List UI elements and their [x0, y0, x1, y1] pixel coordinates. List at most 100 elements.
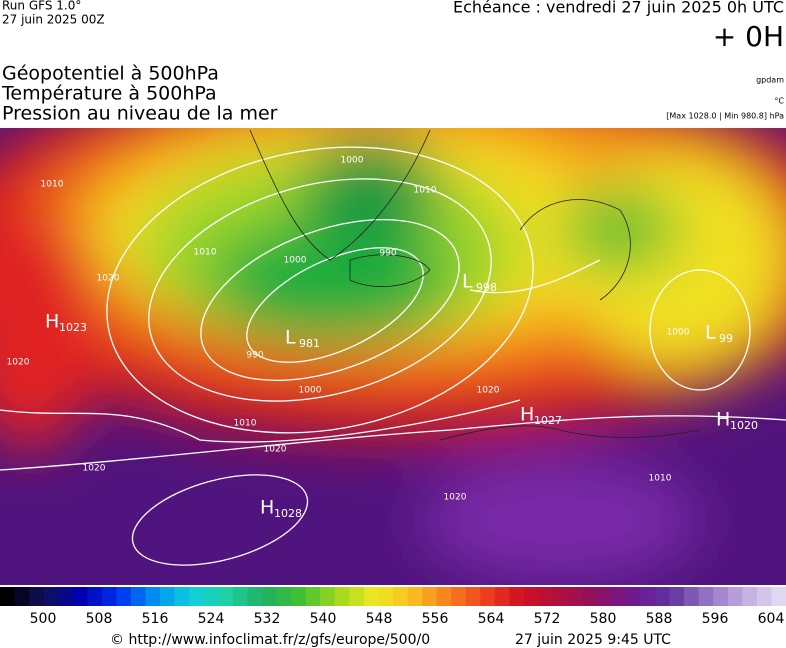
color-swatch — [553, 587, 569, 606]
color-bar-label: 548 — [366, 611, 393, 627]
color-swatch — [625, 587, 641, 606]
color-swatch — [451, 587, 467, 606]
color-bar-label: 604 — [758, 611, 785, 627]
color-swatch — [101, 587, 117, 606]
color-swatch — [247, 587, 263, 606]
isobar-label: 1010 — [649, 474, 672, 484]
color-bar: 500 508 516 524 532 540 548 556 564 572 580 588 596 6… — [0, 587, 786, 627]
source-link[interactable]: © http://www.infoclimat.fr/z/gfs/europe/… — [110, 632, 430, 648]
color-swatch — [131, 587, 147, 606]
pressure-center-value: 1020 — [730, 419, 758, 432]
color-bar-label: 500 — [30, 611, 57, 627]
color-swatch — [422, 587, 438, 606]
isobar-label: 1020 — [477, 386, 500, 396]
pressure-center-value: 981 — [299, 337, 320, 350]
field-title: Température à 500hPa — [1, 83, 217, 105]
color-swatch — [72, 587, 88, 606]
isobar-label: 1020 — [264, 445, 287, 455]
color-swatch — [524, 587, 540, 606]
color-bar-label: 508 — [86, 611, 113, 627]
color-swatch — [189, 587, 205, 606]
color-swatch — [713, 587, 729, 606]
color-swatch — [611, 587, 627, 606]
color-swatch — [174, 587, 190, 606]
forecast-time: Echéance : vendredi 27 juin 2025 0h UTC — [453, 0, 784, 17]
color-swatch — [305, 587, 321, 606]
generated-time: 27 juin 2025 9:45 UTC — [515, 632, 671, 648]
color-swatch — [0, 587, 16, 606]
pressure-center-value: 1028 — [274, 507, 302, 520]
color-swatch — [436, 587, 452, 606]
color-swatch — [538, 587, 554, 606]
color-swatch — [742, 587, 758, 606]
color-swatch — [320, 587, 336, 606]
isobar-label: 1010 — [234, 419, 257, 429]
color-swatch — [160, 587, 176, 606]
pressure-center-value: 998 — [476, 281, 497, 294]
run-date: 27 juin 2025 00Z — [2, 13, 105, 27]
color-bar-label: 588 — [646, 611, 673, 627]
pressure-center-letter: L — [462, 271, 473, 293]
color-bar-label: 532 — [254, 611, 281, 627]
color-swatch — [14, 587, 30, 606]
color-swatch — [262, 587, 278, 606]
color-swatch — [218, 587, 234, 606]
unit-label: gpdam — [756, 76, 784, 85]
color-bar-label: 556 — [422, 611, 449, 627]
color-bar-label: 572 — [534, 611, 561, 627]
color-swatch — [378, 587, 394, 606]
color-swatch — [582, 587, 598, 606]
field-title: Pression au niveau de la mer — [2, 103, 278, 125]
forecast-offset: + 0H — [713, 20, 784, 53]
color-swatch — [291, 587, 307, 606]
isobar-label: 990 — [379, 249, 396, 259]
pressure-center-letter: H — [716, 409, 730, 431]
color-swatch — [655, 587, 671, 606]
color-swatch — [363, 587, 379, 606]
unit-label: [Max 1028.0 | Min 980.8] hPa — [666, 112, 784, 121]
pressure-center-letter: H — [260, 497, 274, 519]
isobar-label: 1000 — [299, 386, 322, 396]
pressure-center-letter: H — [520, 404, 534, 426]
color-swatch — [480, 587, 496, 606]
isobar-label: 1000 — [284, 256, 307, 266]
color-swatch — [334, 587, 350, 606]
color-swatch — [756, 587, 772, 606]
pressure-center-letter: L — [705, 322, 716, 344]
isobar-label: 1020 — [83, 464, 106, 474]
color-swatch — [567, 587, 583, 606]
field-title: Géopotentiel à 500hPa — [2, 63, 219, 85]
isobar-label: 1020 — [97, 274, 120, 284]
map-field — [0, 128, 786, 585]
color-bar-label: 540 — [310, 611, 337, 627]
isobar-label: 1000 — [341, 156, 364, 166]
run-label: Run GFS 1.0° — [2, 0, 81, 13]
color-swatch — [465, 587, 481, 606]
color-swatch — [29, 587, 45, 606]
color-swatch — [349, 587, 365, 606]
coastlines — [249, 129, 701, 441]
color-swatch — [232, 587, 248, 606]
pressure-center-letter: H — [45, 311, 59, 333]
isobar-label: 1000 — [667, 328, 690, 338]
isobar-label: 990 — [246, 351, 263, 361]
pressure-center-value: 99 — [719, 332, 733, 345]
isobar-label: 1010 — [194, 248, 217, 258]
color-swatch — [771, 587, 786, 606]
color-swatch — [640, 587, 656, 606]
color-bar-label: 524 — [198, 611, 225, 627]
color-swatch — [43, 587, 59, 606]
pressure-center-value: 1023 — [59, 321, 87, 334]
color-swatch — [393, 587, 409, 606]
color-bar-label: 596 — [702, 611, 729, 627]
color-swatch — [145, 587, 161, 606]
isobar-label: 1020 — [7, 358, 30, 368]
color-swatch — [407, 587, 423, 606]
isobars — [0, 146, 786, 566]
color-swatch — [276, 587, 292, 606]
color-swatch — [58, 587, 74, 606]
isobar-label: 1010 — [414, 186, 437, 196]
color-bar-label: 580 — [590, 611, 617, 627]
